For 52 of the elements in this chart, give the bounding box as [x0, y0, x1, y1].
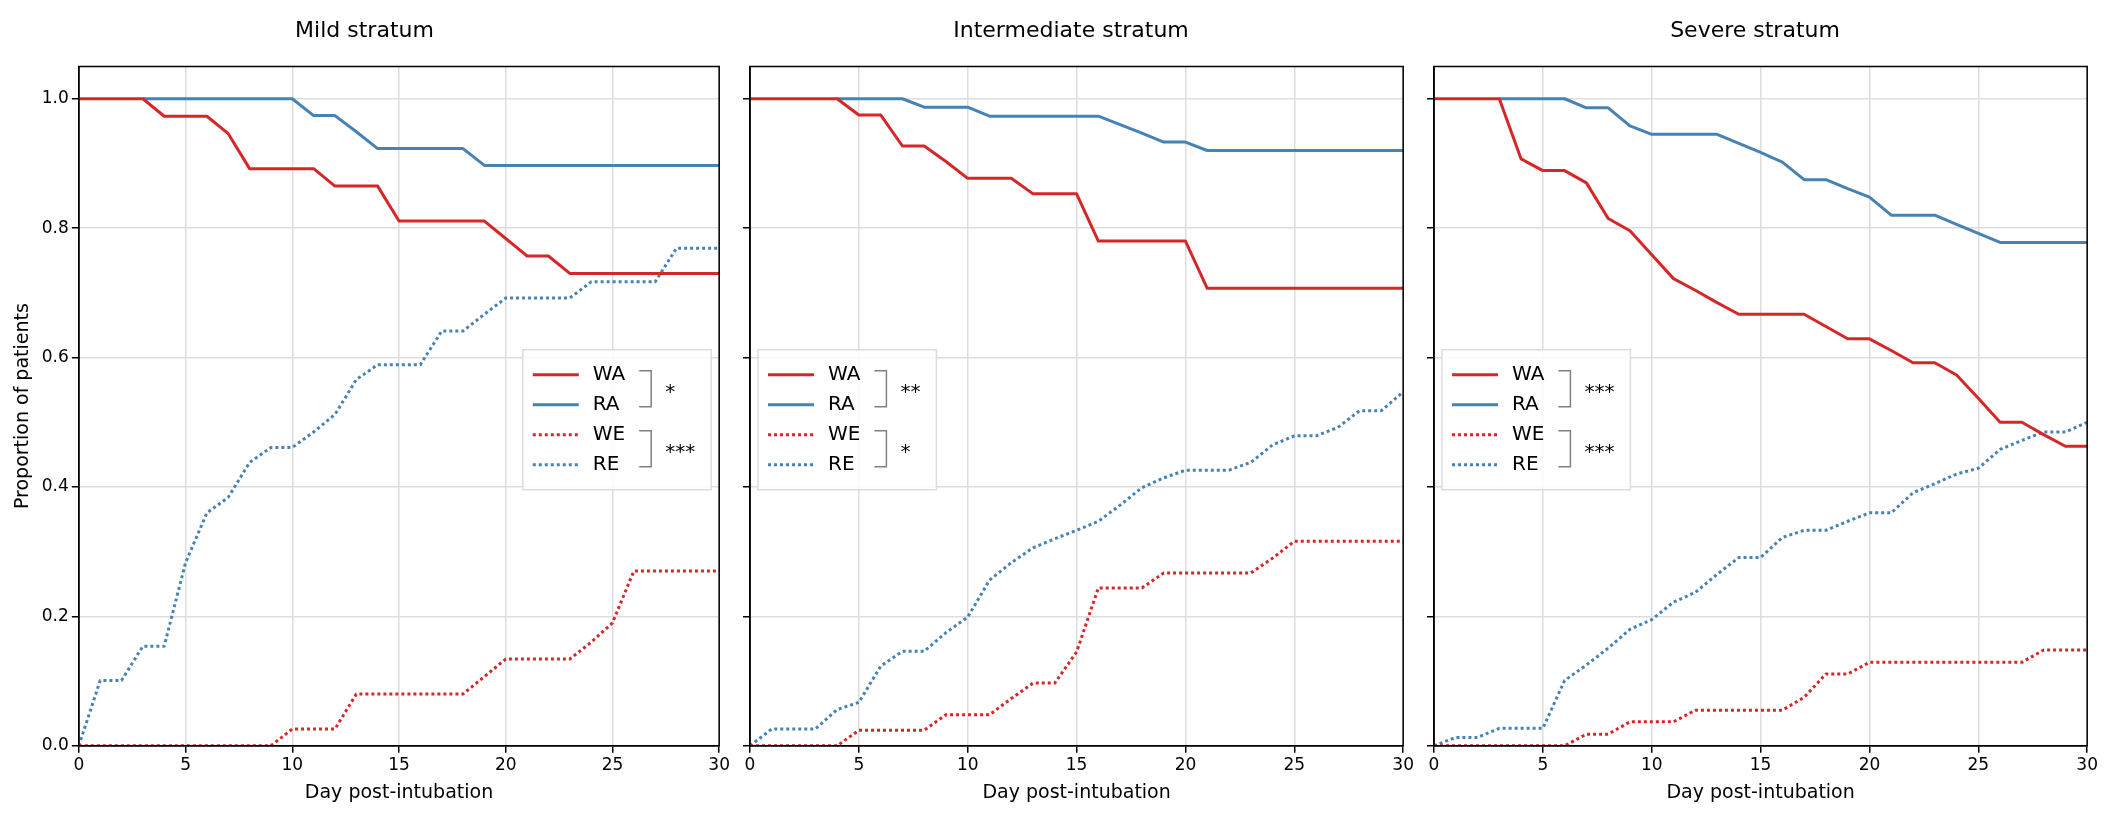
x-tick-label: 15 [1749, 754, 1772, 775]
y-tick-label: 0.4 [41, 475, 69, 496]
x-tick-label: 10 [956, 754, 979, 775]
annotation: * [665, 378, 676, 403]
annotation: *** [1584, 438, 1615, 463]
legend-label: WA [1512, 360, 1545, 385]
legend-label: RA [828, 390, 856, 415]
legend-label: RA [592, 390, 620, 415]
x-tick-label: 5 [180, 754, 191, 775]
x-tick-label: 10 [281, 754, 304, 775]
x-axis-title: Day post-intubation [1666, 779, 1855, 802]
x-tick-label: 25 [1283, 754, 1306, 775]
chart-title: Mild stratum [295, 16, 434, 42]
x-tick-label: 20 [494, 754, 517, 775]
x-tick-label: 15 [388, 754, 410, 775]
x-tick-label: 0 [73, 754, 85, 775]
y-tick-label: 0.8 [41, 216, 69, 237]
x-tick-label: 20 [1174, 754, 1197, 775]
x-tick-label: 5 [1537, 754, 1549, 775]
x-axis-title: Day post-intubation [982, 779, 1171, 802]
legend-label: WE [1512, 420, 1545, 445]
legend-label: WE [828, 420, 861, 445]
y-tick-label: 0.0 [41, 734, 69, 755]
legend-label: RE [592, 450, 620, 475]
legend-label: WA [592, 360, 626, 385]
legend-label: WA [828, 360, 861, 385]
y-tick-label: 0.6 [41, 345, 69, 366]
y-axis-title: Proportion of patients [10, 303, 33, 510]
x-tick-label: 30 [1392, 754, 1414, 775]
x-tick-label: 0 [744, 754, 756, 775]
x-tick-label: 30 [708, 754, 730, 775]
legend-label: RA [1512, 390, 1540, 415]
x-tick-label: 25 [601, 754, 624, 775]
x-tick-label: 25 [1967, 754, 1990, 775]
x-axis-title: Day post-intubation [304, 779, 494, 802]
legend-label: RE [1512, 450, 1539, 475]
annotation: ** [900, 378, 921, 403]
x-tick-label: 30 [2076, 754, 2098, 775]
x-tick-label: 10 [1640, 754, 1663, 775]
legend-label: WE [592, 420, 626, 445]
annotation: *** [1584, 378, 1615, 403]
y-tick-label: 1.0 [41, 87, 69, 108]
legend-label: RE [828, 450, 855, 475]
x-tick-label: 5 [853, 754, 865, 775]
x-tick-label: 20 [1858, 754, 1881, 775]
y-tick-label: 0.2 [41, 604, 69, 625]
chart-title: Intermediate stratum [953, 16, 1189, 42]
annotation: *** [665, 438, 696, 463]
annotation: * [900, 438, 911, 463]
x-tick-label: 0 [1428, 754, 1440, 775]
chart-title: Severe stratum [1670, 16, 1840, 42]
x-tick-label: 15 [1065, 754, 1088, 775]
